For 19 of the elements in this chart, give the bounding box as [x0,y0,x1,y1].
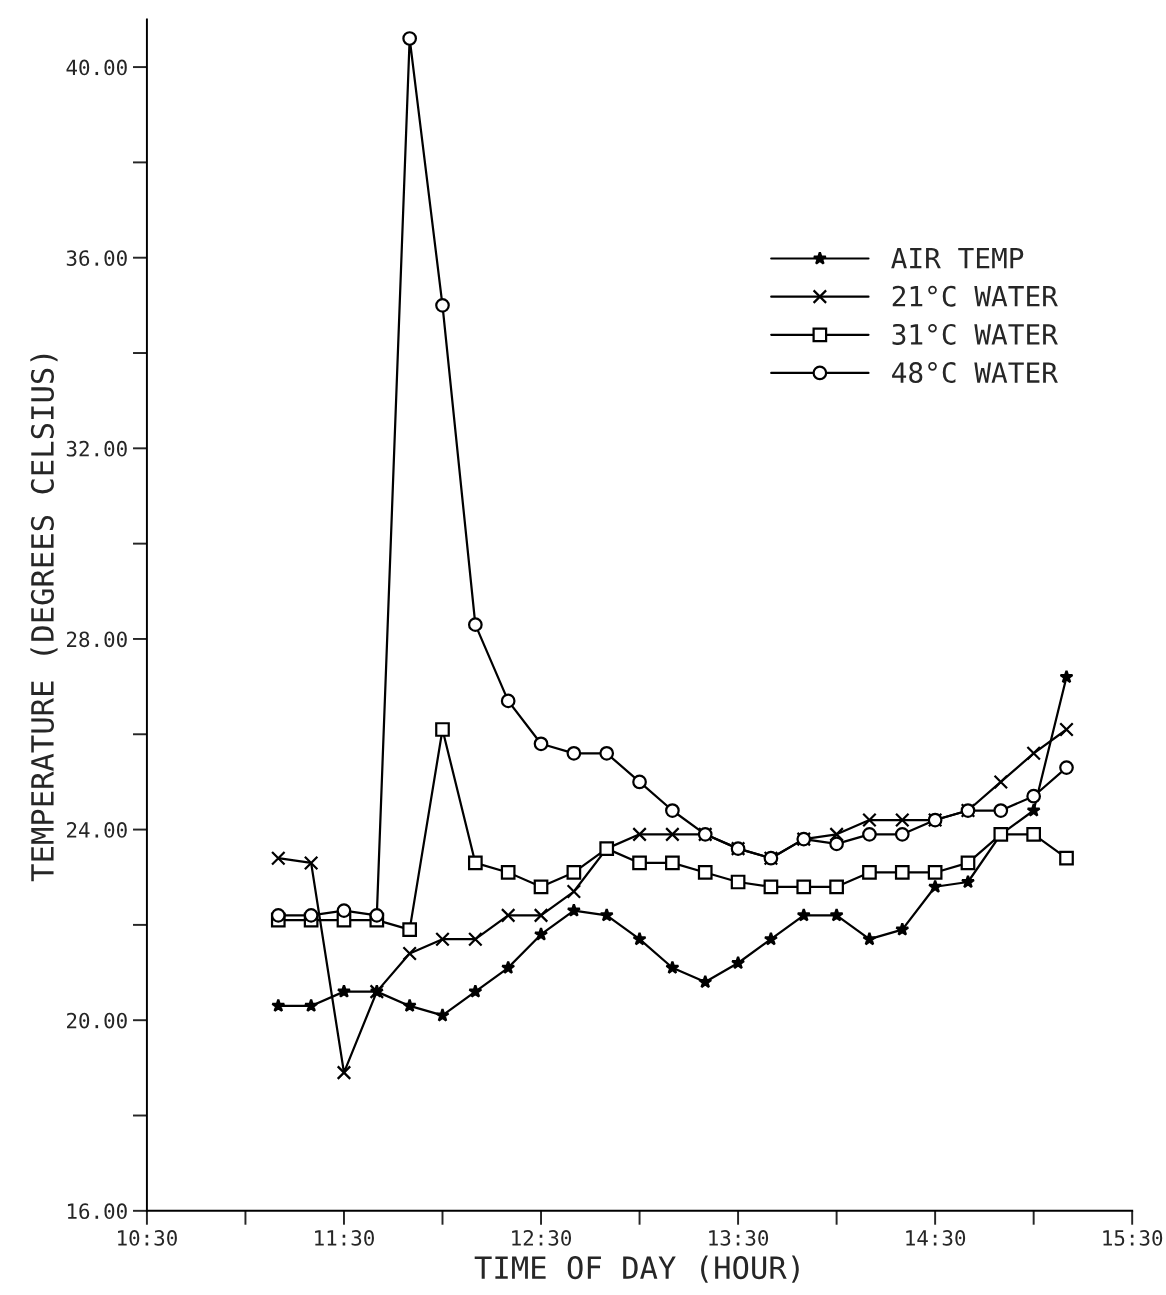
x-tick-label: 12:30 [512,1230,572,1246]
y-tick-label: 28.00 [67,631,127,648]
x-tick-label: 10:30 [118,1230,177,1246]
y-tick-label: 20.00 [67,1012,127,1029]
x-tick-label: 13:30 [709,1230,769,1246]
legend-label: AIR TEMP [891,247,1024,269]
legend-label: 31°C WATER [892,323,1058,345]
y-axis-title: TEMPERATURE (DEGREES CELSIUS) [30,354,58,882]
y-tick-label: 32.00 [66,440,127,457]
x-tick-label: 15:30 [1103,1230,1163,1246]
x-axis-title: TIME OF DAY (HOUR) [474,1255,799,1283]
legend-label: 21°C WATER [892,285,1058,307]
y-tick-label: 24.00 [67,822,127,838]
x-tick-label: 11:30 [315,1230,374,1246]
y-tick-label: 36.00 [66,250,127,266]
x-tick-label: 14:30 [906,1230,966,1246]
legend-label: 48°C WATER [892,362,1058,384]
y-tick-label: 16.00 [67,1203,127,1220]
y-tick-label: 40.00 [66,59,127,76]
